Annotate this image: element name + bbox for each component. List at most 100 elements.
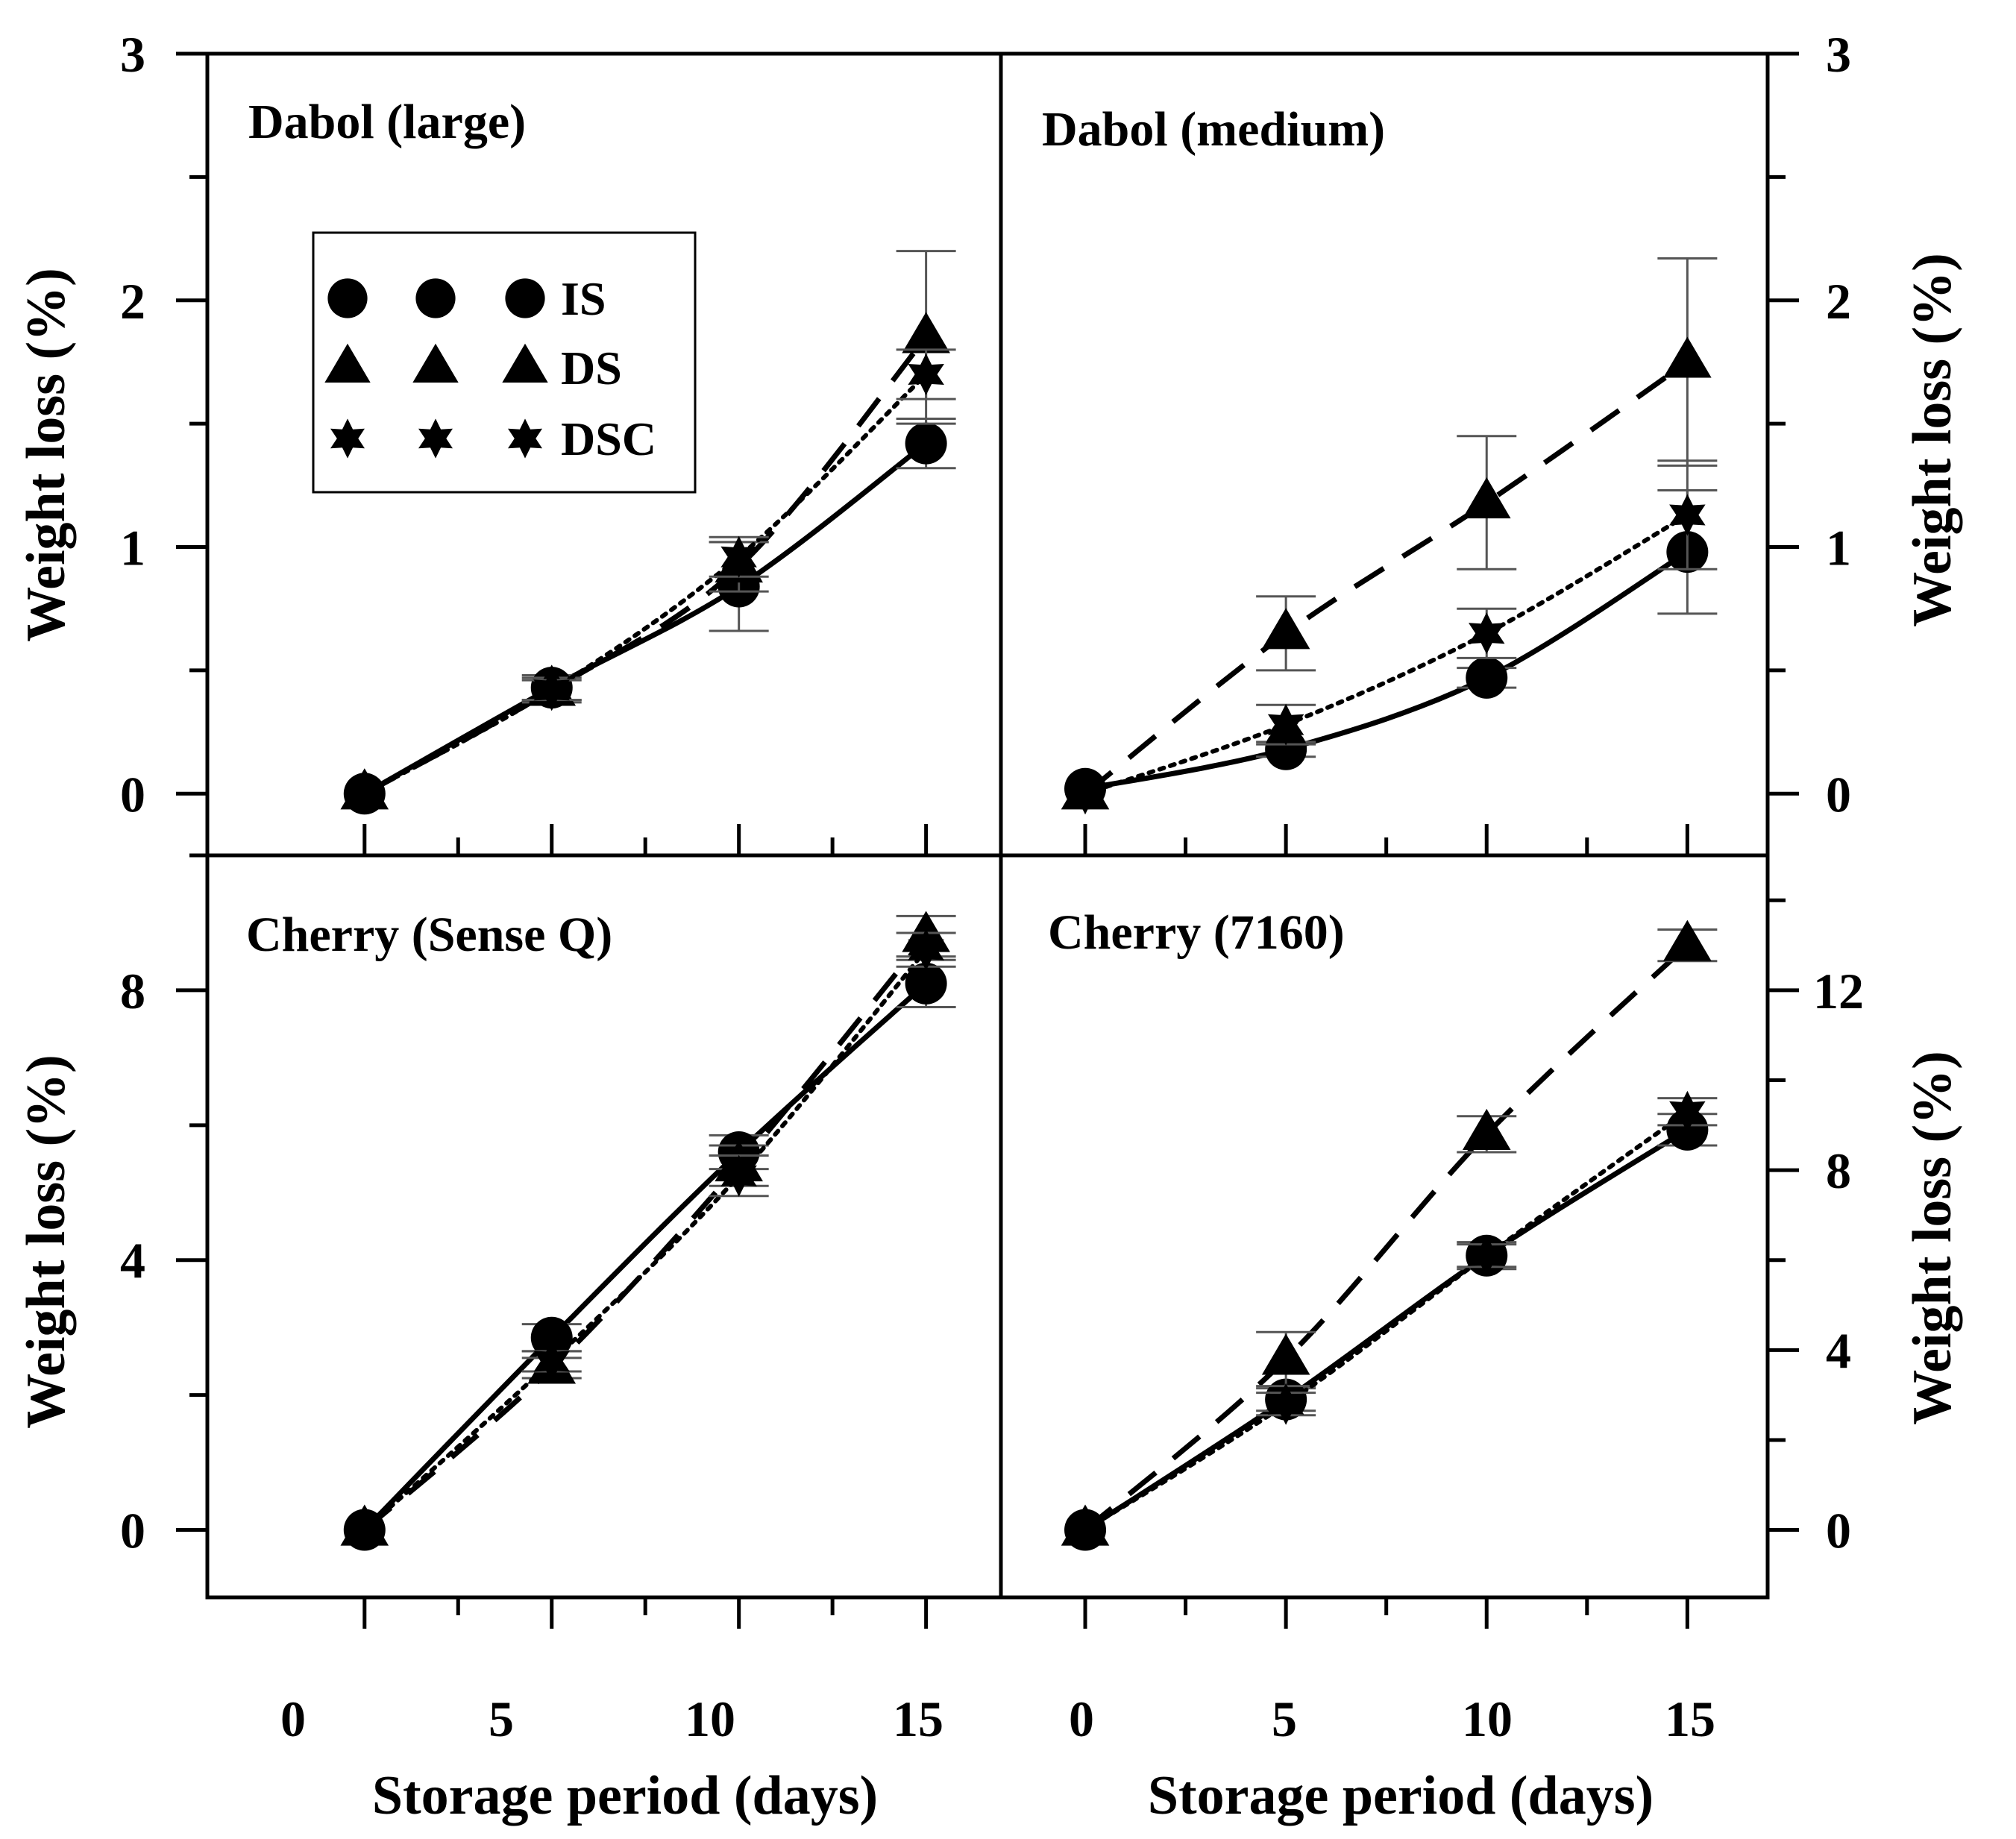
- marker-triangle: [1462, 1108, 1511, 1150]
- series-is-cherry-sense-q: [343, 958, 956, 1551]
- marker-circle: [327, 278, 368, 318]
- marker-triangle: [1261, 608, 1310, 650]
- marker-star: [533, 669, 570, 711]
- marker-circle: [505, 278, 545, 318]
- x-axis-label-left: Storage period (days): [372, 1765, 878, 1826]
- panel-frame-dabol-medium: [999, 51, 1770, 858]
- series-line-dsc: [1083, 1109, 1690, 1532]
- y-tick-label: 0: [120, 1503, 145, 1559]
- marker-star: [330, 418, 365, 459]
- legend-box: [312, 231, 697, 494]
- y-tick-label: 12: [1813, 963, 1864, 1019]
- series-dsc-dabol-medium: [1067, 459, 1718, 815]
- marker-star: [1469, 1234, 1505, 1277]
- legend: IS DS DSC: [312, 231, 697, 494]
- marker-star: [1469, 612, 1505, 655]
- marker-triangle: [1663, 920, 1712, 961]
- legend-label-is: IS: [561, 272, 606, 325]
- x-axis-label-right: Storage period (days): [1148, 1765, 1654, 1826]
- panel-title-dabol-medium: Dabol (medium): [1042, 102, 1385, 157]
- y-tick-label: 0: [1826, 766, 1851, 823]
- y-axis-label-bottom-left: Weight loss (%): [16, 1054, 77, 1429]
- x-tick-labels-left: 0 5 10 15: [280, 1691, 943, 1747]
- marker-star: [418, 418, 453, 459]
- marker-star: [508, 418, 542, 459]
- series-line-is: [363, 441, 928, 796]
- y-tick-label: 0: [120, 766, 145, 823]
- y-tick-label: 4: [1826, 1322, 1851, 1379]
- x-tick-label: 5: [489, 1691, 514, 1747]
- series-line-is: [1084, 1127, 1689, 1532]
- series-line-dsc: [362, 372, 929, 796]
- series-dsc-cherry-sense-q: [346, 928, 956, 1551]
- marker-star: [1067, 1509, 1104, 1551]
- marker-star: [908, 928, 944, 971]
- marker-star: [908, 353, 944, 395]
- marker-star: [1067, 773, 1104, 815]
- y-tick-label: 1: [1826, 520, 1851, 576]
- marker-star: [346, 773, 383, 815]
- y-tick-label: 8: [1826, 1142, 1851, 1199]
- marker-triangle: [502, 343, 548, 383]
- series-line-dsc: [362, 947, 929, 1532]
- y-tick-label: 4: [120, 1233, 145, 1289]
- marker-circle: [1265, 728, 1307, 770]
- marker-star: [720, 1154, 757, 1197]
- legend-markers: [324, 278, 548, 459]
- y-tick-label: 1: [120, 520, 145, 576]
- series-ds-cherry-7160: [1061, 920, 1718, 1546]
- series-line-is: [362, 981, 928, 1532]
- x-tick-label: 15: [893, 1691, 943, 1747]
- marker-star: [1267, 1383, 1304, 1425]
- marker-star: [346, 1509, 383, 1551]
- y-axis-label-top-right: Weight loss (%): [1902, 253, 1963, 627]
- marker-circle: [530, 1316, 573, 1359]
- series-line-ds: [1083, 943, 1689, 1532]
- legend-label-dsc: DSC: [561, 412, 656, 465]
- data-series: [340, 250, 1718, 1551]
- marker-circle: [905, 422, 947, 465]
- series-line-is: [1084, 550, 1689, 792]
- marker-star: [720, 535, 757, 578]
- y-tick-label: 2: [120, 273, 145, 330]
- panel-frame-cherry-7160: [999, 853, 1770, 1600]
- marker-triangle: [324, 343, 371, 383]
- marker-star: [1669, 494, 1706, 536]
- x-tick-labels-right: 0 5 10 15: [1069, 1691, 1715, 1747]
- x-tick-label: 10: [685, 1691, 735, 1747]
- marker-circle: [415, 278, 456, 318]
- series-line-ds: [362, 934, 929, 1532]
- y-tick-label: 0: [1826, 1503, 1851, 1559]
- panel-frame-cherry-sense-q: [205, 853, 1003, 1600]
- marker-triangle: [1261, 1333, 1310, 1375]
- y-tick-label: 8: [120, 963, 145, 1019]
- legend-label-ds: DS: [561, 342, 622, 394]
- series-ds-dabol-medium: [1061, 257, 1718, 810]
- series-line-ds: [1083, 359, 1689, 796]
- x-tick-label: 0: [1069, 1691, 1094, 1747]
- marker-star: [533, 1340, 570, 1383]
- y-tick-label: 3: [1826, 26, 1851, 83]
- marker-circle: [905, 962, 947, 1005]
- marker-triangle: [1663, 336, 1712, 378]
- x-tick-label: 0: [280, 1691, 306, 1747]
- y-tick-label: 3: [120, 26, 145, 83]
- marker-circle: [1466, 656, 1508, 699]
- x-tick-label: 5: [1272, 1691, 1297, 1747]
- marker-star: [1669, 1090, 1706, 1133]
- series-line-dsc: [1083, 512, 1690, 796]
- marker-triangle: [412, 343, 459, 383]
- x-tick-label: 15: [1665, 1691, 1715, 1747]
- series-line-ds: [363, 336, 929, 796]
- x-tick-label: 10: [1462, 1691, 1513, 1747]
- series-is-dabol-medium: [1064, 488, 1718, 810]
- y-tick-label: 2: [1826, 273, 1851, 330]
- series-dsc-cherry-7160: [1067, 1090, 1718, 1551]
- axis-ticks: [176, 51, 1799, 1629]
- marker-triangle: [902, 312, 950, 353]
- marker-triangle: [1462, 477, 1511, 519]
- series-dsc-dabol-large: [346, 348, 956, 815]
- panel-title-cherry-7160: Cherry (7160): [1048, 905, 1345, 960]
